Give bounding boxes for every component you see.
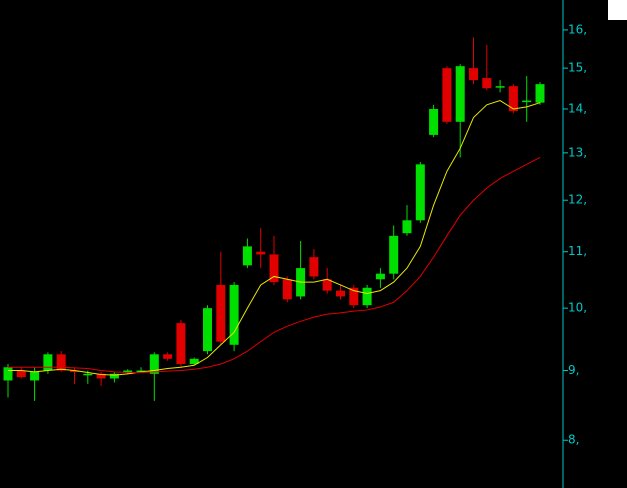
candle-body [109, 373, 119, 379]
candle-body [70, 370, 79, 373]
candle-body [256, 251, 266, 255]
candle-body [176, 323, 186, 364]
candle-body [216, 284, 226, 342]
candle-body [442, 68, 452, 122]
candle-body [136, 370, 146, 373]
candle-body [535, 84, 545, 103]
candle-body [3, 367, 13, 381]
y-tick-label: 11, [568, 244, 587, 258]
y-tick-label: 13, [568, 145, 587, 159]
candle-body [322, 279, 332, 291]
candle-body [189, 358, 199, 364]
candle-body [123, 370, 133, 373]
candle-body [309, 257, 319, 277]
y-tick-label: 15, [568, 61, 587, 75]
candle-body [469, 68, 478, 81]
candle-body [43, 354, 53, 371]
y-tick-label: 10, [568, 301, 587, 315]
candle-body [203, 308, 212, 352]
corner-box [608, 0, 627, 20]
y-tick-label: 16, [568, 22, 587, 36]
candle-body [282, 279, 292, 300]
candle-body [455, 66, 465, 122]
candle-body [482, 78, 492, 89]
moving-average [8, 156, 541, 374]
candle-body [269, 254, 279, 283]
candle-body [415, 164, 425, 221]
candle-body [429, 108, 439, 135]
candle-body [229, 284, 239, 345]
candle-body [336, 290, 345, 297]
candle-body [362, 287, 372, 306]
candle-body [349, 287, 359, 306]
candle-body [149, 354, 159, 374]
candle-body [163, 354, 173, 359]
candle-body [508, 86, 518, 112]
candle-body [375, 273, 385, 280]
candle-body [16, 370, 26, 378]
moving-average [8, 100, 541, 376]
candle-body [389, 235, 399, 274]
y-tick-label: 8, [568, 433, 579, 447]
candle-body [522, 100, 532, 103]
candle-body [30, 371, 40, 381]
y-tick-label: 14, [568, 101, 587, 115]
candle-body [96, 373, 106, 379]
candle-body [56, 354, 66, 371]
y-tick-label: 12, [568, 193, 587, 207]
candle-body [242, 246, 252, 266]
candle-body [402, 220, 412, 234]
candle-body [495, 86, 505, 88]
y-tick-label: 9, [568, 363, 579, 377]
candle-body [83, 373, 93, 376]
